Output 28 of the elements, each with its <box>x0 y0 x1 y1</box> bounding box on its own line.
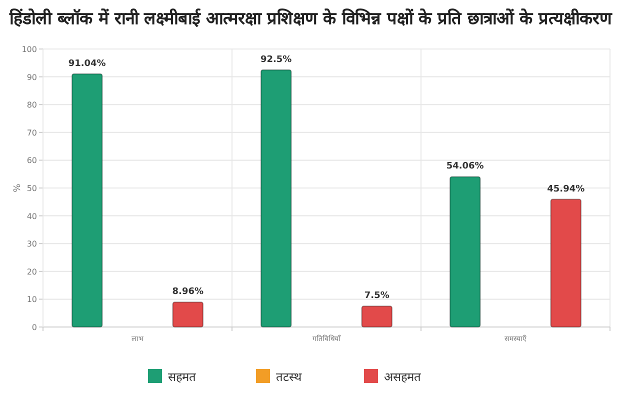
y-tick-label: 30 <box>26 240 37 249</box>
y-tick-label: 20 <box>26 267 37 276</box>
bar <box>361 306 393 328</box>
data-label: 91.04% <box>68 58 106 69</box>
bar <box>550 198 582 328</box>
legend-label: सहमत <box>168 370 197 384</box>
data-label: 92.5% <box>260 54 292 65</box>
y-tick-label: 80 <box>26 100 37 110</box>
bar <box>260 69 292 328</box>
y-tick-label: 0 <box>32 323 37 332</box>
bar <box>172 302 204 328</box>
bar <box>449 176 481 328</box>
bar <box>71 73 103 328</box>
y-tick-label: 10 <box>26 295 37 304</box>
data-label: 54.06% <box>446 162 484 172</box>
y-tick-label: 50 <box>26 184 37 193</box>
data-label: 45.94% <box>547 184 585 194</box>
data-label: 7.5% <box>364 291 390 302</box>
data-label: 8.96% <box>172 287 204 298</box>
y-tick-label: 40 <box>26 212 37 221</box>
y-tick-label: 100 <box>22 45 37 54</box>
y-axis-title: % <box>13 183 23 192</box>
y-tick-label: 90 <box>26 72 37 82</box>
chart-title: हिंडोली ब्लॉक में रानी लक्ष्मीबाई आत्मरक्षा प्रशिक्षण के विभिन्न पक्षों के प्रति छात्राओं के प्रत्यक्षीकरण <box>8 8 612 29</box>
y-tick-label: 70 <box>26 128 37 138</box>
y-tick-label: 60 <box>26 156 37 166</box>
legend-label: तटस्थ <box>276 370 302 384</box>
legend-label: असहमत <box>384 370 422 384</box>
